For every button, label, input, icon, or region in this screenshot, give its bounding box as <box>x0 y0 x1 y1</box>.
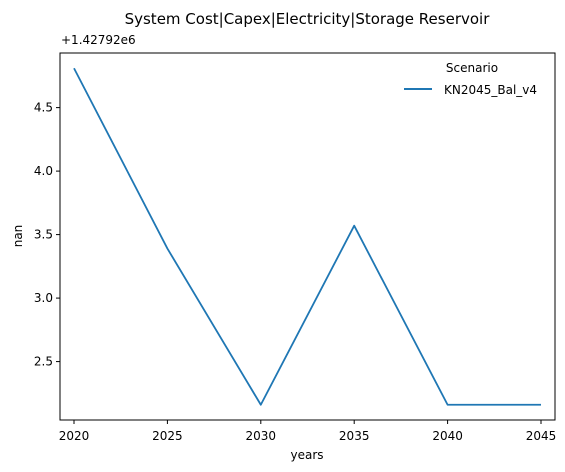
x-tick-label: 2025 <box>152 429 183 443</box>
x-tick-label: 2045 <box>526 429 557 443</box>
y-offset-label: +1.42792e6 <box>61 33 136 47</box>
legend-entry-label: KN2045_Bal_v4 <box>444 83 537 97</box>
legend: Scenario KN2045_Bal_v4 <box>404 61 537 97</box>
chart-title: System Cost|Capex|Electricity|Storage Re… <box>125 10 491 28</box>
x-tick-label: 2040 <box>432 429 463 443</box>
series-layer <box>73 67 541 406</box>
y-tick-label: 4.5 <box>34 101 53 115</box>
x-axis-label: years <box>290 448 323 462</box>
y-tick-label: 3.5 <box>34 228 53 242</box>
y-tick-label: 4.0 <box>34 164 53 178</box>
x-tick-label: 2020 <box>59 429 90 443</box>
y-tick-label: 2.5 <box>34 355 53 369</box>
y-tick-label: 3.0 <box>34 291 53 305</box>
y-axis-label: nan <box>11 225 25 248</box>
x-axis: 2020 2025 2030 2035 2040 2045 <box>59 420 557 443</box>
x-tick-label: 2030 <box>246 429 277 443</box>
plot-frame <box>59 52 556 421</box>
legend-title: Scenario <box>446 61 498 75</box>
x-tick-label: 2035 <box>339 429 370 443</box>
series-line-kn2045-bal-v4 <box>73 67 541 406</box>
y-axis: 2.5 3.0 3.5 4.0 4.5 <box>34 101 60 369</box>
plot-area <box>59 52 556 421</box>
